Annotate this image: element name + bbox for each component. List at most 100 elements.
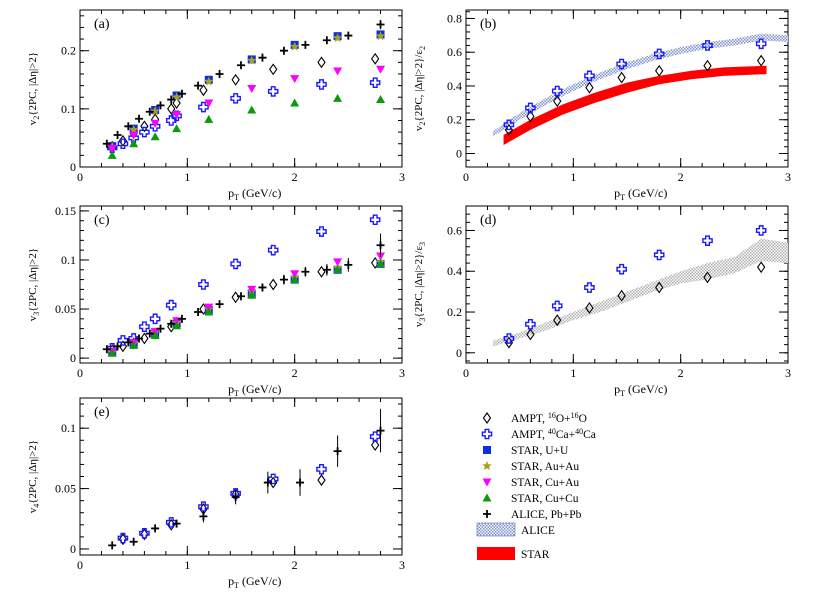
point-plus: [145, 329, 154, 338]
legend-label: AMPT, 16O+16O: [511, 411, 587, 425]
y-tick-label: 0.1: [61, 421, 76, 435]
point-triangle-down: [129, 131, 139, 140]
point-plus: [135, 334, 144, 343]
legend-label: STAR, Cu+Au: [511, 477, 579, 489]
point-plus: [258, 53, 267, 62]
point-triangle-up: [290, 98, 300, 107]
y-axis-label: v4{2PC, |Δη|>2}: [27, 440, 41, 513]
point-triangle-down: [247, 285, 257, 294]
y-tick-label: 0.2: [61, 44, 76, 58]
x-tick-label: 0: [77, 558, 83, 572]
point-plus: [151, 524, 160, 533]
point-cross: [230, 93, 241, 104]
point-cross: [653, 249, 665, 261]
point-triangle-down: [290, 270, 300, 279]
panel-label: (c): [94, 213, 110, 228]
x-tick-label: 3: [399, 170, 405, 184]
point-plus: [167, 95, 176, 104]
y-tick-label: 0.05: [55, 482, 76, 496]
x-tick-label: 3: [399, 558, 405, 572]
point-triangle-up: [204, 307, 214, 316]
point-cross: [165, 115, 177, 126]
point-star: [171, 92, 182, 102]
point-plus: [322, 36, 331, 45]
point-plus: [135, 114, 144, 123]
point-plus: [156, 324, 165, 333]
point-diamond: [655, 281, 664, 294]
point-plus: [102, 345, 111, 354]
legend-marker-star: [482, 461, 492, 471]
point-plus: [322, 265, 331, 274]
point-diamond: [553, 95, 562, 108]
point-plus: [231, 493, 240, 502]
x-tick-label: 0: [77, 170, 83, 184]
legend-entry: STAR, U+U: [483, 445, 569, 457]
point-cross: [316, 226, 327, 237]
point-triangle-up: [129, 340, 139, 349]
point-cross: [230, 258, 241, 270]
legend-marker-triangle-up: [482, 493, 492, 502]
x-tick-label: 1: [184, 366, 190, 380]
x-tick-label: 1: [570, 170, 576, 184]
band-alice: [492, 238, 788, 347]
point-triangle-down: [172, 111, 182, 120]
point-plus: [301, 267, 310, 276]
legend-label: STAR, Au+Au: [511, 461, 579, 473]
point-cross: [369, 77, 381, 88]
point-triangle-up: [129, 139, 139, 148]
y-tick-label: 0.2: [447, 305, 462, 319]
legend-label: ALICE: [521, 525, 555, 537]
y-axis-label: v2{2PC, |Δη|>2}: [27, 52, 41, 125]
point-cross: [117, 335, 129, 346]
point-cross: [653, 48, 665, 60]
point-triangle-down: [290, 75, 300, 84]
point-cross: [551, 300, 563, 312]
legend-entry: AMPT, 16O+16O: [482, 411, 587, 425]
panel-e: 0 1 2 3 0 0.05 0.1 (e) pT (GeV/c) v4{2PC, |Δη|>2}: [27, 397, 405, 590]
legend-label: STAR: [521, 549, 550, 561]
y-tick-label: 0: [70, 160, 76, 174]
legend-label: STAR, Cu+Cu: [511, 493, 579, 505]
point-plus: [376, 426, 385, 435]
point-cross: [117, 532, 129, 544]
point-plus: [156, 101, 165, 110]
point-plus: [177, 314, 186, 323]
plot-frame: [465, 9, 789, 168]
point-plus: [344, 31, 353, 40]
panel-c: 0 1 2 3 0 0.05 0.1 0.15 (c) pT (GeV/c) v3{2PC, |Δη…: [27, 204, 405, 398]
panel-d: 0 1 2 3 0 0.2 0.4 0.6 (d) pT (GeV/c) v3{2PC, |Δη|>…: [413, 205, 791, 398]
point-diamond: [703, 59, 712, 72]
point-plus: [167, 319, 176, 328]
point-star: [289, 41, 300, 51]
y-tick-label: 0: [70, 351, 76, 365]
point-triangle-up: [172, 124, 182, 133]
point-cross: [198, 279, 209, 290]
point-triangle-up: [376, 95, 386, 104]
y-tick-label: 0.05: [55, 302, 76, 316]
point-diamond: [140, 120, 149, 133]
point-diamond: [199, 84, 208, 97]
x-axis-label: pT (GeV/c): [228, 186, 281, 202]
point-diamond: [167, 102, 176, 115]
point-plus: [279, 275, 288, 284]
y-tick-label: 0: [70, 542, 76, 556]
point-cross: [755, 38, 767, 50]
point-cross: [267, 244, 279, 256]
y-axis-label: v3{2PC, |Δη|>2}: [27, 248, 41, 321]
point-diamond: [231, 73, 240, 86]
x-tick-label: 0: [77, 366, 83, 380]
point-triangle-down: [376, 65, 386, 74]
point-plus: [344, 260, 353, 269]
point-cross: [149, 313, 161, 325]
point-plus: [102, 139, 111, 148]
point-star: [128, 124, 139, 134]
point-cross: [139, 126, 150, 138]
point-cross: [584, 70, 595, 82]
point-cross: [117, 138, 129, 150]
point-plus: [263, 478, 272, 487]
y-tick-label: 0.4: [447, 79, 462, 93]
point-diamond: [526, 328, 535, 341]
point-plus: [376, 20, 385, 29]
point-triangle-down: [150, 119, 160, 128]
plot-frame: [79, 205, 403, 364]
